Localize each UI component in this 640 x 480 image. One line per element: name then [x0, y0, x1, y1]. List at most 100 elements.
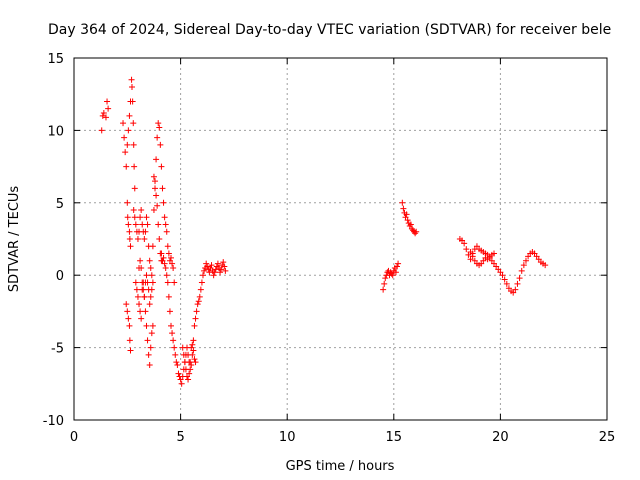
- data-point: [407, 221, 414, 228]
- data-point: [201, 267, 208, 274]
- data-point: [99, 112, 106, 119]
- data-point: [195, 298, 202, 305]
- data-point: [159, 185, 166, 192]
- data-point: [147, 264, 154, 271]
- data-point: [156, 236, 163, 242]
- x-tick-label: 10: [279, 430, 296, 445]
- data-point: [188, 361, 195, 368]
- data-point: [164, 243, 171, 250]
- data-point: [150, 173, 157, 180]
- data-point: [124, 141, 131, 148]
- data-point: [124, 214, 131, 221]
- data-point: [212, 266, 219, 273]
- data-point: [128, 76, 135, 83]
- data-point: [190, 337, 197, 344]
- data-point: [149, 279, 156, 286]
- data-point: [380, 286, 387, 293]
- data-point: [131, 163, 138, 170]
- data-point: [381, 280, 388, 287]
- data-point: [153, 156, 160, 163]
- y-tick-label: 0: [56, 269, 64, 284]
- data-point: [152, 185, 159, 192]
- data-point: [171, 279, 178, 286]
- data-point: [130, 207, 137, 214]
- data-point: [148, 330, 155, 337]
- data-point: [145, 351, 152, 358]
- data-point: [171, 344, 178, 351]
- data-point: [141, 293, 148, 300]
- data-point: [150, 207, 157, 214]
- data-point: [149, 322, 156, 329]
- data-point: [144, 337, 151, 344]
- y-tick-label: 10: [47, 124, 64, 139]
- data-point: [160, 199, 167, 206]
- data-point: [399, 199, 406, 206]
- data-point: [520, 262, 527, 269]
- data-point: [169, 330, 176, 337]
- data-point: [98, 127, 105, 134]
- data-point: [179, 344, 186, 351]
- data-point: [155, 120, 162, 127]
- y-tick-label: 5: [56, 197, 64, 212]
- data-point: [211, 269, 218, 276]
- data-point: [157, 141, 164, 148]
- data-point: [148, 272, 155, 279]
- data-point: [172, 351, 179, 358]
- data-point: [153, 192, 160, 199]
- data-point: [199, 272, 206, 279]
- data-point: [194, 301, 201, 308]
- data-point: [220, 259, 227, 266]
- data-point: [142, 308, 149, 315]
- data-point: [217, 269, 224, 276]
- data-point: [165, 293, 172, 300]
- data-point: [123, 301, 130, 308]
- data-point: [192, 315, 199, 322]
- data-point: [170, 264, 177, 271]
- data-points: [98, 76, 549, 387]
- data-point: [463, 246, 470, 253]
- data-point: [185, 376, 192, 383]
- data-point: [218, 266, 225, 273]
- data-point: [392, 269, 399, 276]
- data-point: [221, 263, 228, 270]
- data-point: [126, 112, 133, 119]
- data-point: [161, 260, 168, 267]
- data-point: [181, 359, 188, 366]
- data-point: [501, 276, 508, 283]
- data-point: [143, 214, 150, 221]
- data-point: [191, 322, 198, 329]
- data-point: [413, 228, 420, 235]
- x-tick-label: 15: [386, 430, 403, 445]
- y-tick-label: -10: [43, 414, 64, 429]
- data-point: [144, 221, 151, 228]
- data-point: [382, 275, 389, 282]
- data-point: [127, 243, 134, 250]
- data-point: [522, 257, 529, 264]
- data-point: [404, 217, 411, 224]
- data-point: [170, 337, 177, 344]
- data-point: [178, 380, 185, 387]
- data-point: [131, 185, 138, 192]
- y-tick-label: -5: [51, 342, 64, 357]
- data-point: [503, 280, 510, 287]
- data-point: [126, 322, 133, 329]
- data-point: [137, 214, 144, 221]
- series-points: [98, 76, 549, 387]
- data-point: [175, 370, 182, 377]
- data-point: [146, 301, 153, 308]
- data-point: [125, 127, 132, 134]
- data-point: [189, 351, 196, 358]
- y-axis-label: SDTVAR / TECUs: [7, 186, 22, 293]
- data-point: [403, 211, 410, 218]
- data-point: [166, 308, 173, 315]
- data-point: [193, 308, 200, 315]
- data-point: [208, 262, 215, 269]
- data-point: [123, 163, 130, 170]
- data-point: [100, 110, 107, 117]
- y-tick-label: 15: [47, 52, 64, 67]
- x-tick-label: 5: [176, 430, 184, 445]
- data-point: [180, 351, 187, 358]
- data-point: [164, 279, 171, 286]
- data-point: [147, 293, 154, 300]
